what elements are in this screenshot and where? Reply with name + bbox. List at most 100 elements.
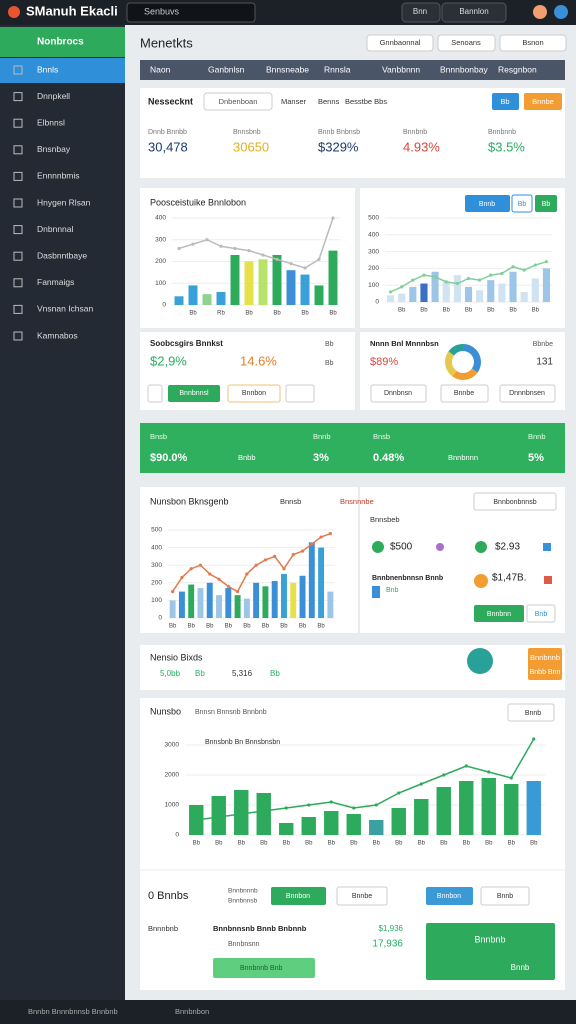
label: $2.93 (495, 542, 520, 553)
label: Bnnbnnsl (179, 390, 209, 397)
button[interactable] (168, 385, 220, 402)
point (464, 764, 468, 768)
banner (140, 423, 565, 473)
nav-item[interactable]: Ennnnbmis (37, 171, 80, 181)
label: Bnnbon (437, 893, 461, 900)
search-box[interactable] (126, 2, 256, 23)
label: Bnnb (528, 432, 546, 441)
label: Bnbb (238, 453, 256, 462)
button[interactable] (480, 886, 530, 906)
nav-item[interactable]: Dasbnntbaye (37, 250, 87, 260)
user-menu[interactable] (441, 2, 507, 23)
bar (324, 811, 339, 835)
bar (258, 259, 268, 305)
action-tile[interactable] (528, 648, 562, 680)
y-tick-label: 0 (175, 832, 179, 839)
tab[interactable]: Bnnsneabe (266, 64, 309, 74)
button[interactable] (474, 605, 524, 622)
avatar[interactable] (554, 5, 568, 19)
nav-icon (13, 171, 23, 181)
point (289, 262, 293, 266)
tab[interactable]: Vanbbnnn (382, 64, 420, 74)
button[interactable] (437, 34, 496, 52)
nav-item[interactable]: Hnygen Rlsan (37, 197, 91, 207)
nav-item[interactable]: Dnbnnnal (37, 224, 74, 234)
statusbar (0, 1000, 576, 1024)
point (317, 257, 321, 261)
button[interactable] (511, 194, 533, 213)
point (352, 806, 356, 810)
button[interactable] (499, 384, 556, 403)
tab[interactable]: Naon (150, 64, 171, 74)
dropdown[interactable] (473, 492, 557, 511)
chip[interactable] (401, 2, 441, 23)
nav-item[interactable]: Elbnnsl (37, 117, 65, 127)
button[interactable] (366, 34, 434, 52)
label: Bnnbnnsb (228, 898, 258, 905)
tab[interactable]: Bnnnbonbay (440, 64, 488, 74)
button[interactable] (213, 958, 315, 978)
button[interactable] (426, 887, 473, 905)
nav-icon (13, 225, 23, 235)
button[interactable] (271, 887, 326, 905)
nav-icon (13, 331, 23, 341)
button[interactable] (524, 93, 562, 110)
button[interactable] (227, 384, 281, 403)
button[interactable] (285, 384, 315, 403)
button[interactable] (465, 195, 510, 212)
label: Bb (325, 341, 334, 348)
label: Bnnbe (532, 97, 554, 106)
point (273, 554, 277, 559)
button[interactable] (440, 384, 489, 403)
sidebar-active[interactable] (0, 58, 125, 83)
y-tick-label: 100 (151, 597, 162, 604)
nav-icon (13, 198, 23, 208)
x-tick-label: Rb (217, 311, 225, 317)
avatar[interactable] (533, 5, 547, 19)
bar (431, 271, 439, 302)
sidebar-title: Nonbrocs (37, 37, 84, 48)
bar (256, 793, 271, 835)
y-tick-label: 300 (155, 236, 166, 243)
nav-item[interactable]: Fanmaigs (37, 277, 74, 287)
point (245, 572, 249, 576)
tab[interactable]: Resgnbon (498, 64, 537, 74)
tab[interactable]: Ganbnlsn (208, 64, 245, 74)
bar (526, 781, 541, 835)
label: Bnb (386, 587, 399, 594)
x-tick-label: Bb (530, 841, 538, 847)
button[interactable] (526, 604, 556, 623)
tab[interactable]: Rnnsla (324, 64, 351, 74)
nav-item[interactable]: Dnnpkell (37, 91, 70, 101)
button-label: Bsnon (522, 38, 543, 47)
icon-button[interactable] (467, 648, 493, 674)
x-tick-label: Bb (215, 841, 223, 847)
nav-item[interactable]: Bnnls (37, 64, 58, 74)
y-tick-label: 300 (368, 248, 379, 255)
nav-item[interactable]: Bnsnbay (37, 144, 71, 154)
dropdown[interactable] (203, 92, 273, 111)
label: Bnnbnsnn (228, 941, 260, 948)
card (140, 188, 355, 328)
nav-item[interactable]: Vnsnan Ichsan (37, 304, 94, 314)
cta[interactable] (426, 923, 555, 980)
x-tick-label: Bb (420, 308, 428, 314)
point (284, 806, 288, 810)
button[interactable] (492, 93, 519, 110)
button[interactable] (147, 384, 163, 403)
icon (436, 543, 444, 551)
button[interactable] (370, 384, 427, 403)
bar (262, 586, 269, 618)
button-label: Senoans (451, 38, 481, 47)
x-tick-label: Bb (206, 624, 214, 630)
bar (346, 814, 361, 835)
dropdown[interactable] (507, 703, 555, 722)
button[interactable] (499, 34, 567, 52)
nav-item[interactable]: Kamnabos (37, 330, 78, 340)
bar (542, 268, 550, 302)
label: Bb (500, 97, 509, 106)
button[interactable] (535, 195, 557, 212)
x-tick-label: Bb (193, 841, 201, 847)
banner-value: 0.48% (373, 452, 404, 464)
button[interactable] (336, 886, 388, 906)
